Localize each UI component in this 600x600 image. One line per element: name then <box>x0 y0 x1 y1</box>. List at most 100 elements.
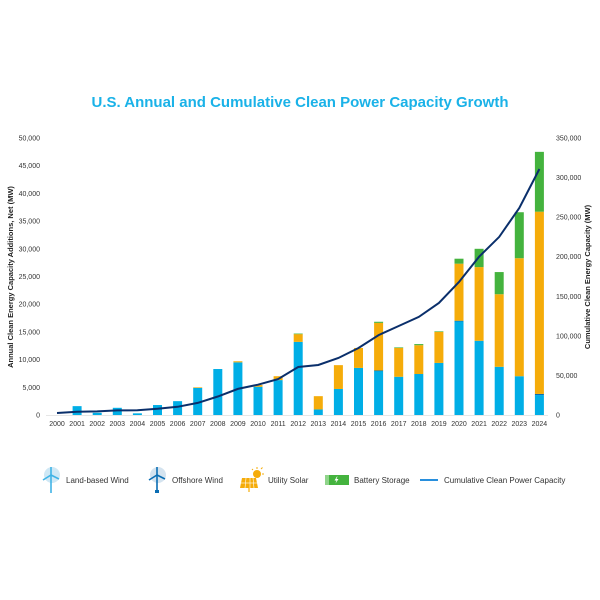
x-tick-label: 2008 <box>210 421 226 428</box>
x-tick-label: 2001 <box>69 421 85 428</box>
battery-icon <box>325 475 349 485</box>
legend-item-offshore-wind: Offshore Wind <box>146 465 223 495</box>
bar-land-based-wind-2008 <box>213 369 223 415</box>
x-tick-label: 2005 <box>150 421 166 428</box>
y2-tick-label: 100,000 <box>556 333 581 340</box>
bar-land-based-wind-2024 <box>534 395 544 415</box>
y2-tick-label: 350,000 <box>556 136 581 143</box>
bar-battery-storage-2017 <box>394 347 404 349</box>
bar-land-based-wind-2002 <box>92 412 102 415</box>
x-tick-label: 2019 <box>431 421 447 428</box>
y2-tick-label: 250,000 <box>556 215 581 222</box>
bar-utility-solar-2016 <box>374 322 384 371</box>
x-tick-label: 2006 <box>170 421 186 428</box>
land-wind-turbine-icon <box>42 467 60 493</box>
bar-battery-storage-2023 <box>514 212 524 259</box>
line-swatch-icon <box>420 479 438 481</box>
x-tick-label: 2012 <box>290 421 306 428</box>
x-tick-label: 2024 <box>532 421 548 428</box>
legend-label: Utility Solar <box>268 475 309 485</box>
y-tick-label: 25,000 <box>19 274 41 281</box>
y-axis-title: Annual Clean Energy Capacity Additions, … <box>6 186 15 368</box>
legend-item-cumulative: Cumulative Clean Power Capacity <box>418 465 565 495</box>
x-tick-label: 2011 <box>271 421 286 428</box>
bar-offshore-wind-2024 <box>534 393 544 396</box>
legend: Land-based Wind Offshore Wind <box>40 465 580 495</box>
x-tick-label: 2020 <box>451 421 467 428</box>
y2-tick-label: 0 <box>556 413 560 420</box>
bar-utility-solar-2007 <box>193 387 203 388</box>
bar-land-based-wind-2001 <box>72 406 82 415</box>
y2-tick-label: 50,000 <box>556 373 578 380</box>
legend-label: Battery Storage <box>354 475 410 485</box>
bar-land-based-wind-2018 <box>414 374 424 415</box>
y-axis-left: 0 5,000 10,000 15,000 20,000 25,000 30,000 35,0… <box>19 136 41 420</box>
y-tick-label: 0 <box>36 413 40 420</box>
bar-utility-solar-2015 <box>354 347 363 368</box>
bar-battery-storage-2016 <box>374 321 384 323</box>
y-tick-label: 50,000 <box>19 136 41 143</box>
y-tick-label: 35,000 <box>19 219 41 226</box>
y2-tick-label: 300,000 <box>556 175 581 182</box>
bar-land-based-wind-2021 <box>474 340 484 415</box>
y-tick-label: 10,000 <box>19 357 41 364</box>
bar-land-based-wind-2007 <box>193 387 203 415</box>
bar-offshore-wind-2016 <box>374 370 384 372</box>
y-tick-label: 20,000 <box>19 302 41 309</box>
x-axis: 2000 2001 2002 2003 2004 2005 2006 2007 2008 2009… <box>49 421 547 428</box>
x-tick-label: 2023 <box>512 421 528 428</box>
y2-axis-title: Cumulative Clean Energy Capacity (MW) <box>583 204 592 349</box>
x-tick-label: 2007 <box>190 421 206 428</box>
x-tick-label: 2013 <box>311 421 327 428</box>
bar-land-based-wind-2004 <box>132 413 142 415</box>
y-tick-label: 15,000 <box>19 329 41 336</box>
bar-battery-storage-2019 <box>434 331 444 332</box>
x-tick-label: 2018 <box>411 421 427 428</box>
bar-land-based-wind-2015 <box>354 367 363 415</box>
offshore-wind-turbine-icon <box>148 467 166 493</box>
cumulative-line <box>56 168 541 414</box>
legend-label: Cumulative Clean Power Capacity <box>444 475 566 485</box>
bar-land-based-wind-2016 <box>374 370 384 415</box>
bar-land-based-wind-2017 <box>394 376 404 415</box>
legend-item-utility-solar: Utility Solar <box>240 465 308 495</box>
bar-land-based-wind-2023 <box>514 376 524 415</box>
x-tick-label: 2022 <box>491 421 507 428</box>
bar-land-based-wind-2006 <box>173 401 183 415</box>
y-tick-label: 5,000 <box>22 385 40 392</box>
bar-utility-solar-2013 <box>313 396 323 410</box>
bar-utility-solar-2023 <box>514 258 524 377</box>
y2-tick-label: 200,000 <box>556 254 581 261</box>
bar-utility-solar-2021 <box>474 267 484 341</box>
x-tick-label: 2002 <box>89 421 105 428</box>
y-axis-right: 0 50,000 100,000 150,000 200,000 250,000 300,0… <box>556 136 581 420</box>
x-tick-label: 2003 <box>110 421 126 428</box>
chart-plot: 0 5,000 10,000 15,000 20,000 25,000 30,000 35,0… <box>6 136 592 429</box>
legend-item-battery-storage: Battery Storage <box>324 465 410 495</box>
bar-utility-solar-2012 <box>293 334 303 342</box>
chart-title: U.S. Annual and Cumulative Clean Power C… <box>91 94 509 111</box>
x-tick-label: 2004 <box>130 421 146 428</box>
bar-offshore-wind-2020 <box>454 320 464 322</box>
bar-utility-solar-2018 <box>414 345 424 375</box>
x-tick-label: 2015 <box>351 421 367 428</box>
bar-battery-storage-2012 <box>293 333 303 335</box>
bar-land-based-wind-2014 <box>333 388 343 415</box>
bar-battery-storage-2024 <box>534 151 544 212</box>
legend-label: Offshore Wind <box>172 475 223 485</box>
bar-utility-solar-2019 <box>434 331 444 363</box>
x-tick-label: 2014 <box>331 421 347 428</box>
legend-item-land-wind: Land-based Wind <box>40 465 129 495</box>
y2-tick-label: 150,000 <box>556 294 581 301</box>
y-tick-label: 30,000 <box>19 246 41 253</box>
bar-land-based-wind-2010 <box>253 386 263 415</box>
x-tick-label: 2000 <box>49 421 65 428</box>
bar-utility-solar-2010 <box>253 385 263 387</box>
bars-group <box>72 151 544 415</box>
bar-battery-storage-2022 <box>494 272 504 295</box>
x-tick-label: 2016 <box>371 421 387 428</box>
x-tick-label: 2021 <box>471 421 487 428</box>
y-tick-label: 40,000 <box>19 191 41 198</box>
bar-utility-solar-2009 <box>233 361 243 363</box>
bar-land-based-wind-2011 <box>273 380 283 415</box>
